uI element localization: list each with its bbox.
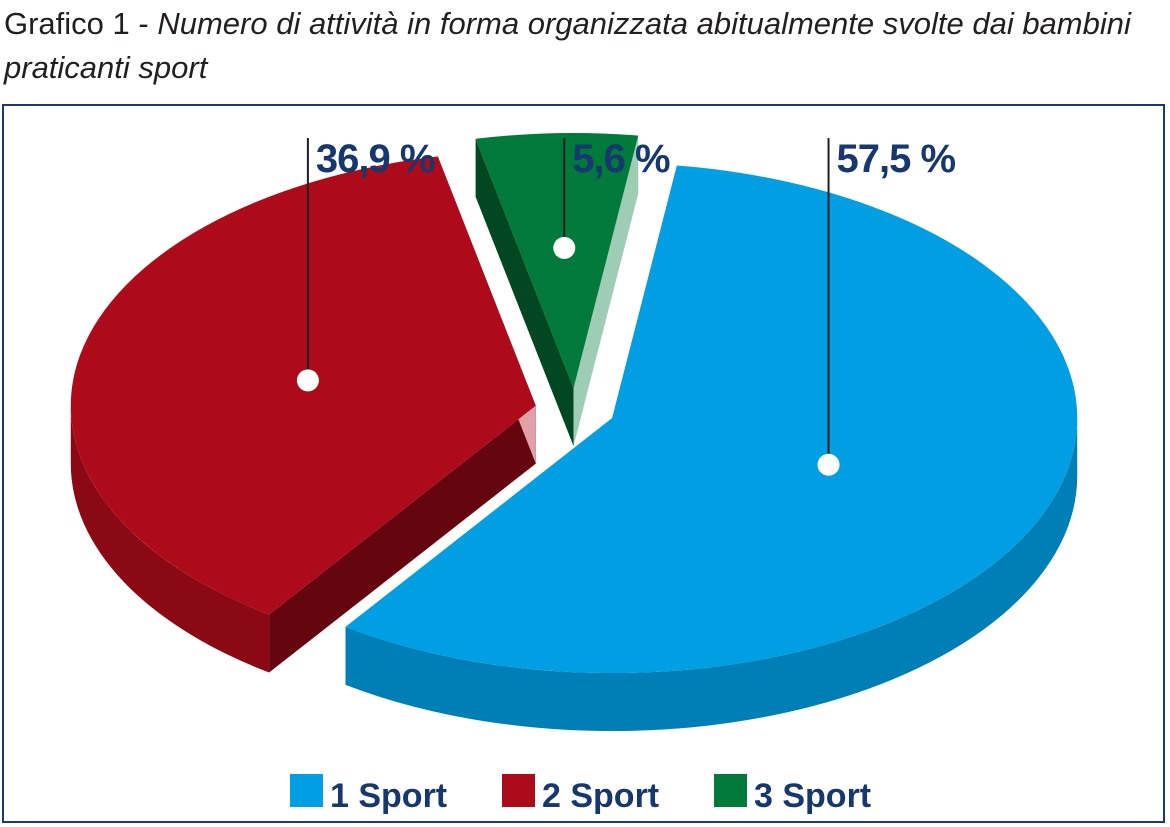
- legend-swatch-3: [714, 774, 747, 807]
- legend-swatch-2: [502, 774, 535, 807]
- legend-label-1: 1 Sport: [330, 777, 447, 815]
- leader-dot: [553, 236, 576, 259]
- legend-label-3: 3 Sport: [754, 777, 871, 815]
- chart-caption: Grafico 1 - Numero di attività in forma …: [4, 2, 1164, 90]
- value-label-1: 57,5 %: [837, 137, 956, 181]
- slice-top: [345, 165, 1078, 674]
- caption-prefix: Grafico 1 -: [4, 6, 158, 41]
- slice-rim: [345, 418, 1078, 732]
- value-label-2: 36,9 %: [316, 137, 435, 181]
- pie-slice-1: [345, 165, 1078, 732]
- pie-slices: [70, 133, 1078, 732]
- leader-lines: 57,5 % 36,9 % 5,6 %: [296, 137, 957, 476]
- slice-top: [475, 133, 639, 389]
- slice-side-wall: [573, 135, 639, 447]
- slice-side-wall: [269, 405, 536, 673]
- chart-frame: [2, 104, 1165, 823]
- legend-swatch-1: [290, 774, 323, 807]
- pie-slice-3: [475, 133, 639, 447]
- legend-label-2: 2 Sport: [542, 777, 659, 815]
- slice-rim: [70, 405, 270, 673]
- leader-dot: [296, 369, 319, 392]
- caption-title: Numero di attività in forma organizzata …: [4, 6, 1131, 85]
- value-label-3: 5,6 %: [572, 137, 670, 181]
- legend: 1 Sport 2 Sport 3 Sport: [290, 774, 871, 815]
- leader-dot: [817, 453, 840, 476]
- slice-side-wall: [475, 138, 574, 447]
